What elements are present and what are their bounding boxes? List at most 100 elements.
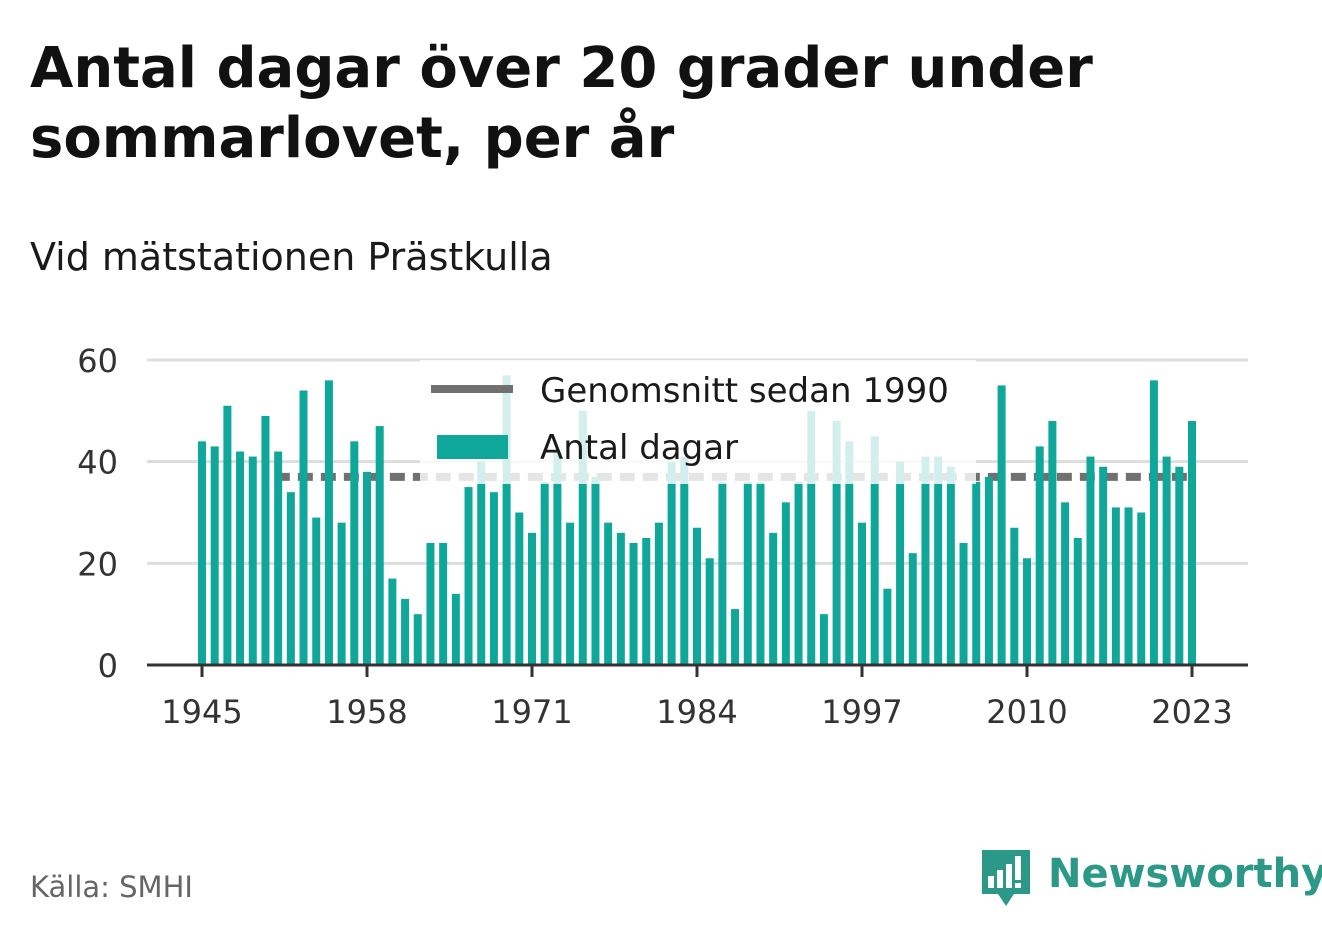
bar-2012 — [1048, 421, 1057, 665]
source-note: Källa: SMHI — [30, 870, 193, 904]
bar-1991 — [781, 502, 790, 665]
bar-2014 — [1073, 537, 1082, 665]
bar-2005 — [959, 543, 968, 665]
legend-bars-swatch — [437, 435, 508, 459]
legend-bars-label: Antal dagar — [540, 428, 738, 468]
bar-1956 — [337, 522, 346, 665]
legend: Genomsnitt sedan 1990 Antal dagar — [420, 360, 976, 484]
bar-1959 — [375, 426, 384, 665]
bar-1990 — [769, 532, 778, 665]
bar-1968 — [489, 492, 498, 665]
bar-1982 — [667, 461, 676, 665]
bar-2006 — [972, 482, 981, 665]
bar-1979 — [629, 543, 638, 665]
bar-1998 — [870, 436, 879, 665]
bar-1966 — [464, 487, 473, 665]
legend-average-label: Genomsnitt sedan 1990 — [540, 371, 949, 411]
bar-2018 — [1124, 507, 1133, 665]
bar-2016 — [1099, 466, 1108, 665]
bar-1977 — [604, 522, 613, 665]
bar-2002 — [921, 456, 930, 665]
axes: 0 20 40 60 1945 1958 1971 1984 1997 2010 2023 — [77, 342, 1248, 731]
bar-1970 — [515, 512, 524, 665]
bar-1958 — [363, 471, 371, 665]
x-tick-label: 1984 — [656, 693, 737, 731]
bar-1985 — [705, 558, 714, 665]
bar-1961 — [401, 598, 410, 665]
bar-2013 — [1061, 502, 1070, 665]
bar-1999 — [883, 588, 892, 665]
bar-1948 — [236, 451, 245, 665]
bar-1992 — [794, 482, 803, 665]
bar-1980 — [642, 537, 651, 665]
bar-1987 — [731, 609, 740, 665]
chart-title: Antal dagar över 20 grader under sommarl… — [30, 36, 1093, 171]
bar-1963 — [426, 543, 435, 665]
bar-1952 — [286, 492, 295, 665]
bar-2003 — [934, 456, 943, 665]
bar-1960 — [388, 578, 397, 665]
bar-2010 — [1023, 558, 1031, 665]
bar-1995 — [832, 421, 841, 665]
bar-1972 — [540, 482, 549, 665]
bar-1975 — [578, 410, 587, 665]
bar-1965 — [451, 593, 460, 665]
bar-1946 — [210, 446, 219, 665]
bar-1988 — [743, 482, 752, 665]
bar-1997 — [858, 522, 866, 665]
brand-name: Newsworthy — [1048, 851, 1322, 897]
bar-2019 — [1137, 512, 1146, 665]
x-tick-label: 1958 — [326, 693, 407, 731]
bar-1967 — [477, 461, 486, 665]
bar-2008 — [997, 385, 1006, 665]
x-tick-label: 1971 — [491, 693, 572, 731]
bar-1971 — [528, 532, 536, 665]
bar-1950 — [261, 415, 270, 665]
bar-2001 — [908, 553, 917, 665]
bar-1945 — [198, 441, 206, 665]
bar-1955 — [324, 380, 333, 665]
bar-2021 — [1162, 456, 1171, 665]
x-tick-label: 1997 — [821, 693, 902, 731]
bar-2000 — [896, 461, 905, 665]
bar-1973 — [553, 451, 562, 665]
bar-2009 — [1010, 527, 1019, 665]
bars — [198, 375, 1196, 665]
bar-1953 — [299, 390, 308, 665]
bar-2017 — [1111, 507, 1120, 665]
bar-1994 — [819, 614, 828, 665]
bar-1996 — [845, 441, 854, 665]
x-tick-label: 1945 — [161, 693, 242, 731]
chart-subtitle: Vid mätstationen Prästkulla — [30, 235, 553, 279]
bar-1983 — [680, 456, 689, 665]
bar-2020 — [1149, 380, 1158, 665]
bar-1957 — [350, 441, 359, 665]
bar-1964 — [439, 543, 448, 665]
bar-1949 — [248, 456, 257, 665]
y-tick-label: 40 — [77, 444, 118, 482]
bar-1974 — [566, 522, 575, 665]
y-tick-label: 20 — [77, 545, 118, 583]
bar-2023 — [1188, 421, 1196, 665]
bar-1976 — [591, 476, 600, 665]
bar-1978 — [616, 532, 625, 665]
bar-1951 — [274, 451, 283, 665]
y-tick-label: 60 — [77, 342, 118, 380]
bar-chart: 0 20 40 60 1945 1958 1971 1984 1997 2010 2023 Geno… — [77, 342, 1248, 731]
bar-1969 — [502, 375, 511, 665]
bar-2022 — [1175, 466, 1184, 665]
bar-1986 — [718, 482, 727, 665]
bar-1947 — [223, 405, 232, 665]
y-tick-label: 0 — [98, 647, 118, 685]
legend-background — [420, 360, 976, 484]
bar-1981 — [654, 522, 663, 665]
bar-1984 — [693, 527, 701, 665]
bar-1954 — [312, 517, 321, 665]
bar-1962 — [413, 614, 422, 665]
x-tick-label: 2023 — [1151, 693, 1232, 731]
bar-1989 — [756, 482, 765, 665]
bar-2004 — [946, 466, 955, 665]
newsworthy-logo-icon — [982, 850, 1030, 906]
bar-2011 — [1035, 446, 1044, 665]
x-tick-label: 2010 — [986, 693, 1067, 731]
